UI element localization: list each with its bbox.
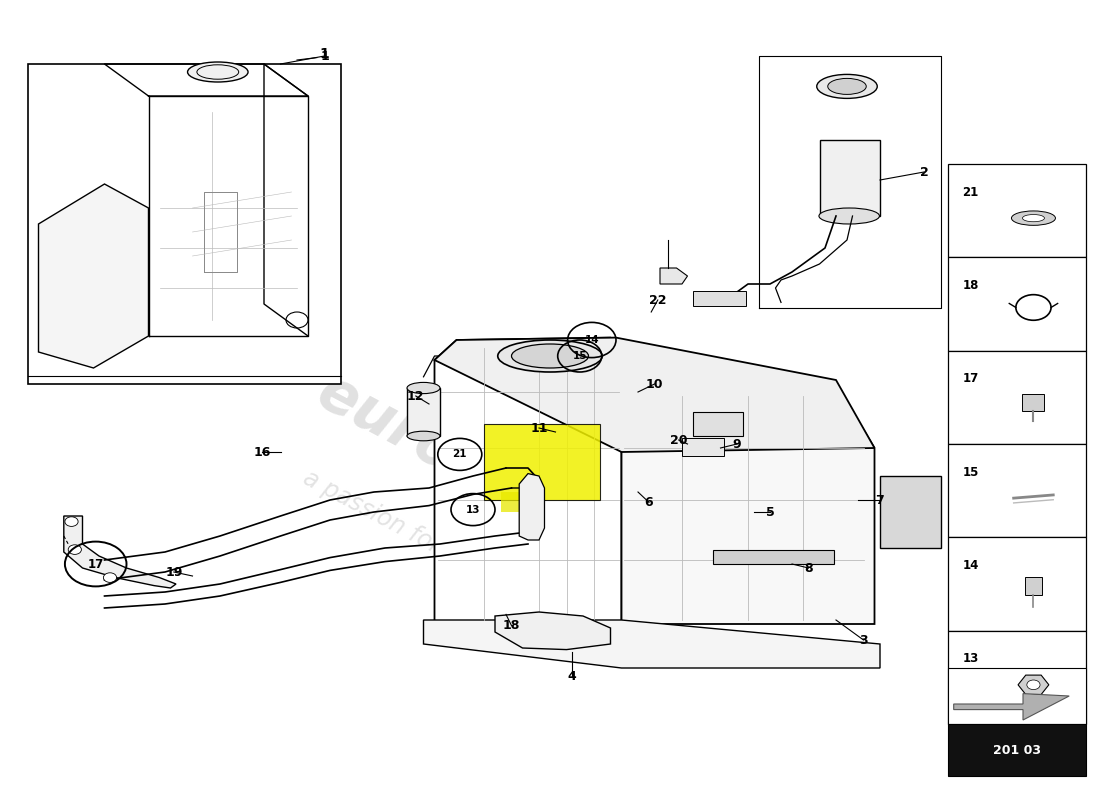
Text: 7: 7 <box>876 494 884 506</box>
Bar <box>948 668 1086 724</box>
Text: 11: 11 <box>530 422 548 434</box>
Polygon shape <box>1019 675 1048 694</box>
Bar <box>948 164 1086 258</box>
Ellipse shape <box>816 74 878 98</box>
Bar <box>880 476 940 548</box>
Text: 17: 17 <box>88 558 103 570</box>
Text: 12: 12 <box>407 390 425 402</box>
Text: 1: 1 <box>320 47 329 62</box>
Text: 17: 17 <box>962 372 979 385</box>
Bar <box>948 724 1086 776</box>
Text: 22: 22 <box>649 294 667 306</box>
Ellipse shape <box>187 62 249 82</box>
Text: a passion for parts since 1985: a passion for parts since 1985 <box>299 466 625 654</box>
Text: 1: 1 <box>320 50 329 62</box>
Text: 8: 8 <box>804 562 813 574</box>
Bar <box>682 438 724 456</box>
Bar <box>948 444 1086 538</box>
Ellipse shape <box>818 208 880 224</box>
Bar <box>1023 394 1045 411</box>
Polygon shape <box>39 184 148 368</box>
Bar <box>948 258 1086 350</box>
Text: 18: 18 <box>503 619 520 632</box>
Bar <box>28 64 341 384</box>
Polygon shape <box>64 516 176 588</box>
Polygon shape <box>434 338 621 624</box>
Text: 16: 16 <box>253 446 271 458</box>
Polygon shape <box>495 612 610 650</box>
Text: 10: 10 <box>646 378 663 390</box>
Text: 5: 5 <box>766 506 774 518</box>
Polygon shape <box>954 694 1069 720</box>
Text: 21: 21 <box>452 450 468 459</box>
Ellipse shape <box>512 344 588 368</box>
Polygon shape <box>660 268 688 284</box>
Bar <box>693 412 742 436</box>
Bar <box>948 538 1086 630</box>
Text: 15: 15 <box>962 466 979 478</box>
Text: 14: 14 <box>584 335 600 345</box>
Bar <box>693 291 746 306</box>
Text: 6: 6 <box>645 496 653 509</box>
Text: 15: 15 <box>572 351 587 361</box>
Ellipse shape <box>407 382 440 394</box>
Text: 19: 19 <box>165 566 183 578</box>
Text: 18: 18 <box>962 279 979 292</box>
Text: euroParts: euroParts <box>308 364 616 564</box>
Text: 14: 14 <box>962 559 979 572</box>
Ellipse shape <box>1012 211 1056 226</box>
Circle shape <box>1027 680 1041 690</box>
Text: 2: 2 <box>920 166 928 178</box>
Text: 13: 13 <box>962 652 979 665</box>
Bar <box>500 492 536 512</box>
Bar <box>948 630 1086 724</box>
Ellipse shape <box>407 431 440 441</box>
Text: 20: 20 <box>670 434 688 446</box>
Bar <box>1025 577 1043 594</box>
Polygon shape <box>434 338 874 452</box>
Text: 13: 13 <box>465 505 481 514</box>
Bar <box>713 550 834 564</box>
Bar <box>407 388 440 436</box>
Circle shape <box>65 517 78 526</box>
Bar <box>948 350 1086 444</box>
Text: 201 03: 201 03 <box>993 743 1041 757</box>
Text: 4: 4 <box>568 670 576 682</box>
Ellipse shape <box>1023 214 1045 222</box>
Polygon shape <box>519 474 544 540</box>
Polygon shape <box>424 620 880 668</box>
Circle shape <box>103 573 117 582</box>
Ellipse shape <box>827 78 867 94</box>
Text: 21: 21 <box>962 186 979 198</box>
Bar <box>820 140 880 216</box>
Text: 9: 9 <box>733 438 741 450</box>
Circle shape <box>68 545 81 554</box>
Polygon shape <box>621 344 874 624</box>
Ellipse shape <box>497 340 603 372</box>
Text: 3: 3 <box>859 634 868 646</box>
Bar <box>484 424 600 500</box>
